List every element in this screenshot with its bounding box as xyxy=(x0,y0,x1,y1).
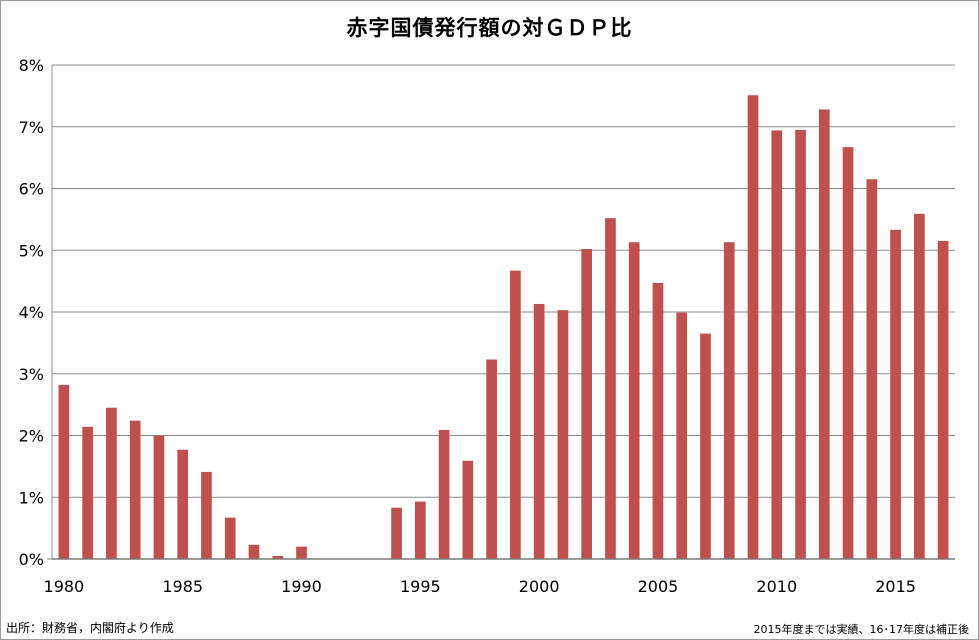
bar xyxy=(177,449,189,559)
chart-title: 赤字国債発行額の対ＧＤＰ比 xyxy=(346,16,633,40)
y-tick-label: 2% xyxy=(19,427,44,446)
bar xyxy=(391,507,402,559)
bar xyxy=(557,310,569,559)
bar xyxy=(486,359,497,559)
bar xyxy=(533,303,545,559)
bar xyxy=(818,109,830,560)
bar xyxy=(747,95,759,559)
x-tick-label: 2005 xyxy=(638,577,679,596)
bar xyxy=(700,333,711,559)
bar xyxy=(82,426,93,559)
x-tick-label: 1990 xyxy=(281,577,322,596)
bar xyxy=(866,179,878,560)
x-tick-label: 2000 xyxy=(519,577,560,596)
x-tick-label: 2010 xyxy=(756,577,797,596)
bar xyxy=(605,218,616,559)
bar xyxy=(795,129,806,559)
bar xyxy=(937,240,949,560)
y-tick-label: 6% xyxy=(19,180,44,199)
bar xyxy=(462,460,474,559)
y-tick-label: 8% xyxy=(19,56,44,75)
bar xyxy=(414,501,426,559)
y-tick-label: 4% xyxy=(19,303,44,322)
y-tick-label: 5% xyxy=(19,241,44,260)
source-note: 出所：財務省，内閣府より作成 xyxy=(6,621,174,635)
bar xyxy=(58,384,70,559)
bar xyxy=(510,270,521,559)
bar xyxy=(106,407,117,559)
bar-series xyxy=(58,95,949,560)
bar xyxy=(201,471,212,559)
bar xyxy=(914,213,925,559)
y-tick-label: 7% xyxy=(19,118,44,137)
axes xyxy=(47,65,955,560)
y-axis-tick-labels: 0% 1% 2% 3% 4% 5% 6% 7% 8% xyxy=(19,56,44,569)
x-tick-label: 2015 xyxy=(875,577,916,596)
bar xyxy=(890,229,901,559)
y-tick-label: 1% xyxy=(19,488,44,507)
bar xyxy=(153,435,165,559)
x-axis-tick-labels: 1980 1985 1990 1995 2000 2005 2010 2015 xyxy=(44,577,916,596)
bar xyxy=(581,249,593,559)
y-tick-label: 0% xyxy=(19,550,44,569)
x-tick-label: 1995 xyxy=(400,577,441,596)
bar xyxy=(272,555,284,559)
footnote: 2015年度までは実績、16･17年度は補正後 xyxy=(753,623,970,636)
bar xyxy=(842,147,854,559)
x-tick-label: 1980 xyxy=(44,577,85,596)
bar xyxy=(224,517,236,559)
bar xyxy=(676,312,688,559)
bar xyxy=(129,420,141,559)
y-tick-label: 3% xyxy=(19,365,44,384)
bar xyxy=(628,242,640,559)
x-tick-label: 1985 xyxy=(162,577,203,596)
bar xyxy=(723,242,735,559)
bar xyxy=(438,429,450,559)
bar xyxy=(248,544,260,559)
bar xyxy=(652,282,664,559)
bar xyxy=(296,546,307,559)
bar xyxy=(771,130,783,559)
